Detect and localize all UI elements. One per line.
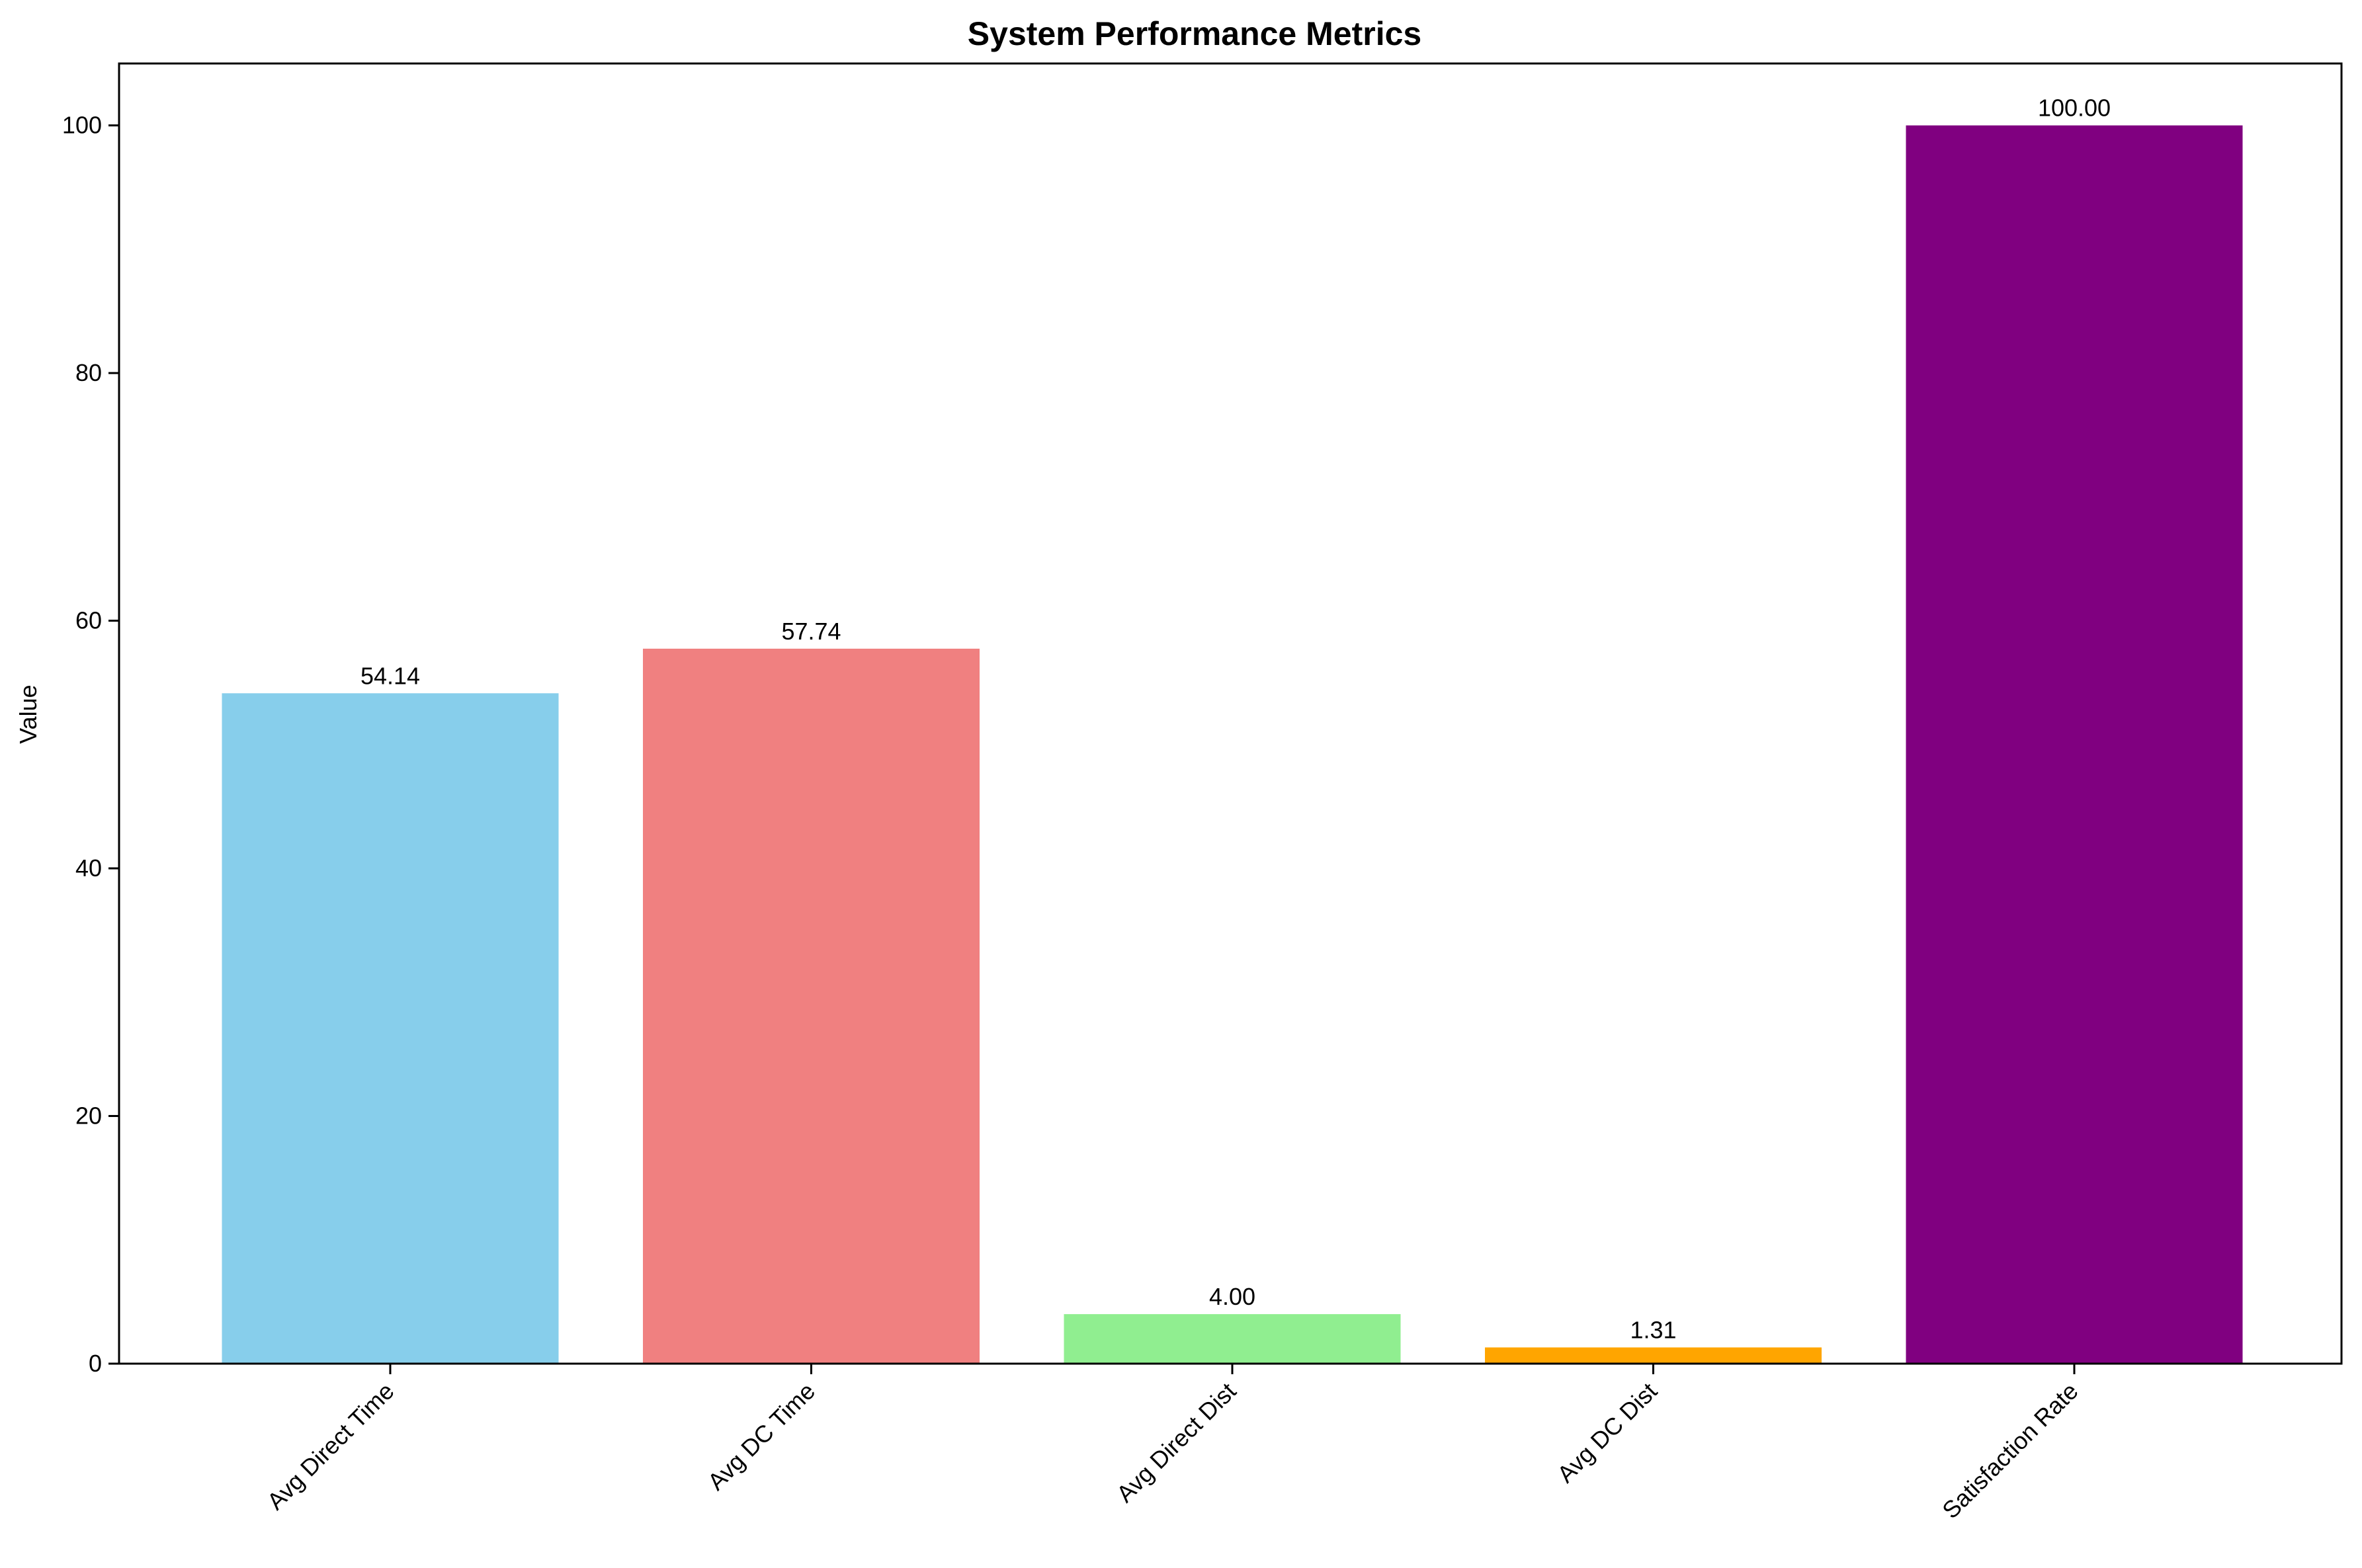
value-labels-layer: 54.14 57.74 4.00 1.31 100.00	[360, 95, 2111, 1344]
bar-value-label: 54.14	[360, 662, 420, 689]
bar	[222, 693, 559, 1364]
bar	[643, 648, 980, 1364]
bar-value-label: 100.00	[2038, 95, 2111, 122]
plot-frame	[118, 62, 2343, 1365]
bar-value-label: 1.31	[1630, 1316, 1676, 1343]
bars-layer	[222, 125, 2243, 1364]
bar-value-label: 57.74	[781, 618, 841, 645]
y-tick-label: 80	[75, 359, 102, 386]
y-axis-label: Value	[15, 684, 42, 743]
bar	[1906, 125, 2243, 1364]
y-tick-label: 40	[75, 854, 102, 882]
bar	[1485, 1347, 1822, 1364]
y-axis: 0 20 40 60 80 100	[62, 112, 119, 1377]
y-tick-label: 100	[62, 112, 102, 139]
bar-value-label: 4.00	[1209, 1283, 1255, 1310]
y-tick-label: 20	[75, 1102, 102, 1130]
y-tick-label: 60	[75, 607, 102, 634]
chart-title: System Performance Metrics	[968, 15, 1421, 52]
y-tick-label: 0	[89, 1350, 102, 1377]
bar	[1064, 1314, 1401, 1364]
